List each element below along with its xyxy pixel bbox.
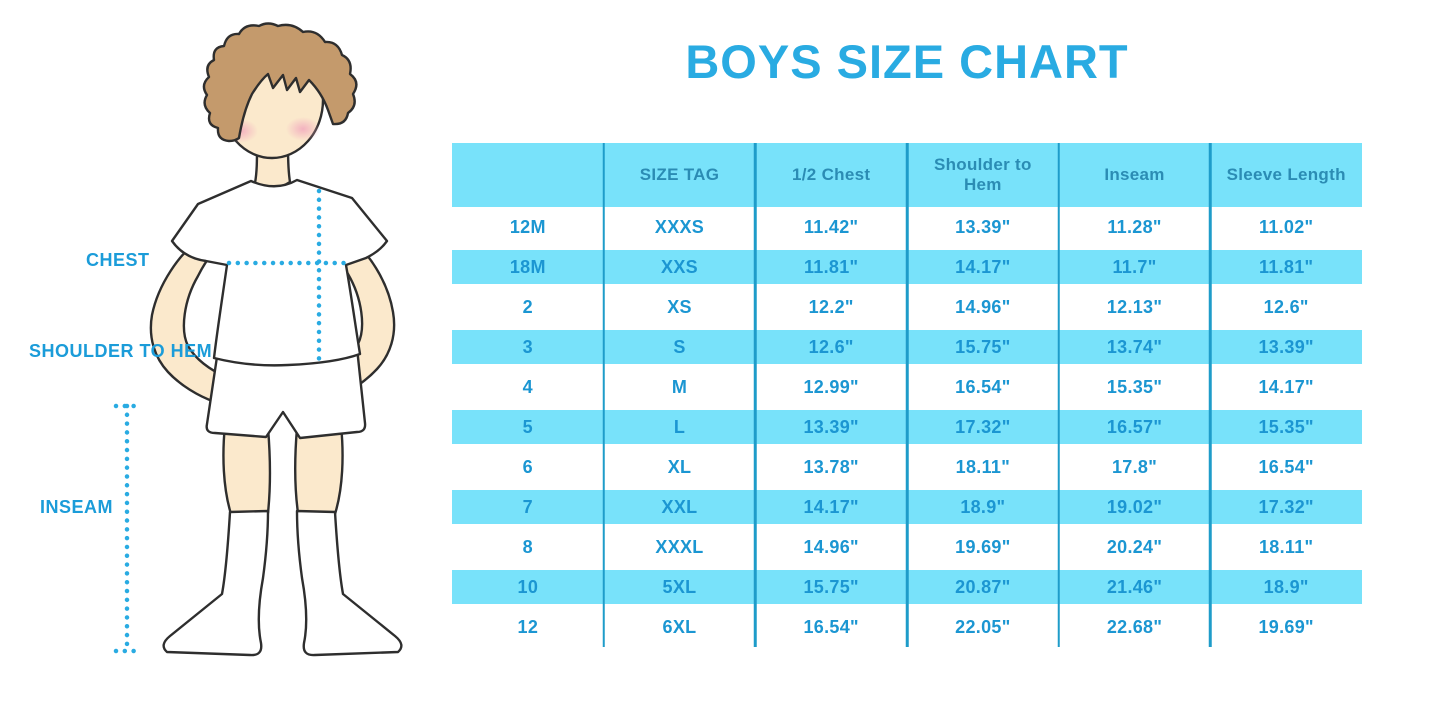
table-cell: 2 (522, 296, 533, 317)
table-cell: 4 (522, 376, 533, 397)
table-cell: 15.75" (803, 576, 859, 597)
table-cell: 12.99" (803, 376, 859, 397)
table-cell: 14.17" (955, 256, 1011, 277)
table-cell: 18.11" (955, 456, 1011, 477)
header-cell: 1/2 Chest (792, 165, 871, 185)
table-cell: 13.74" (1106, 336, 1163, 357)
shoulder-to-hem-label: SHOULDER TO HEM (29, 341, 213, 361)
table-cell: 19.69" (955, 536, 1011, 557)
left-leg (222, 423, 272, 516)
right-sock (295, 509, 403, 657)
table-cell: 11.7" (1112, 256, 1157, 277)
page-title: BOYS SIZE CHART (685, 35, 1129, 88)
table-cell: 12 (517, 616, 539, 637)
table-cell: 6 (522, 456, 533, 477)
table-cell: 13.39" (1258, 336, 1314, 357)
table-cell: 16.54" (955, 376, 1011, 397)
table-cell: L (673, 416, 686, 437)
table-cell: 11.28" (1107, 216, 1162, 237)
header-cell: Sleeve Length (1226, 165, 1346, 185)
table-cell: 12.2" (808, 296, 854, 317)
column-divider-line (1057, 143, 1060, 647)
table-cell: 11.42" (803, 216, 859, 237)
table-cell: 11.81" (1259, 256, 1314, 277)
table-cell: 12M (509, 216, 546, 237)
table-cell: 20.87" (955, 576, 1011, 597)
table-cell: 18.9" (1263, 576, 1309, 597)
table-cell: 17.32" (955, 416, 1011, 437)
table-cell: 13.78" (803, 456, 859, 477)
table-cell: S (673, 336, 686, 357)
table-cell: 19.69" (1258, 616, 1314, 637)
table-cell: 8 (522, 536, 533, 557)
column-divider-line (602, 143, 605, 647)
header-cell: Shoulder to Hem (933, 155, 1032, 194)
header-cell: SIZE TAG (639, 165, 720, 185)
header-cell (452, 143, 604, 207)
table-cell: 15.75" (955, 336, 1011, 357)
table-cell: XXL (661, 496, 698, 517)
chest-label: CHEST (86, 250, 150, 270)
table-cell: 13.39" (955, 216, 1011, 237)
size-table: SIZE TAG 1/2 Chest Shoulder to Hem Inseam Sl… (452, 143, 1362, 647)
table-cell: 12.6" (808, 336, 854, 357)
table-cell: 15.35" (1106, 376, 1163, 397)
table-cell: 3 (522, 336, 533, 357)
table-cell: 5XL (662, 576, 697, 597)
table-cell: 11.02" (1259, 216, 1314, 237)
table-cell: 17.8" (1111, 456, 1158, 477)
table-cell: 12.6" (1263, 296, 1309, 317)
table-cell: 11.81" (803, 256, 859, 277)
hair (202, 22, 358, 143)
table-cell: 5 (522, 416, 533, 437)
table-cell: 14.96" (803, 536, 859, 557)
right-cheek-blush (286, 117, 320, 141)
header-cell: Inseam (1104, 165, 1165, 185)
table-cell: 6XL (662, 616, 697, 637)
table-cell: XL (667, 456, 692, 477)
table-cell: 20.24" (1106, 536, 1163, 557)
inseam-label: INSEAM (40, 497, 114, 517)
column-divider-line (754, 143, 757, 647)
table-cell: 14.96" (955, 296, 1011, 317)
table-cell: 22.05" (955, 616, 1011, 637)
column-divider-line (1209, 143, 1212, 647)
table-cell: XXXL (655, 536, 704, 557)
table-cell: 16.57" (1106, 416, 1163, 437)
table-cell: 14.17" (1258, 376, 1314, 397)
table-cell: 12.13" (1106, 296, 1163, 317)
left-sock (162, 509, 270, 657)
table-cell: M (671, 376, 688, 397)
table-cell: 16.54" (1258, 456, 1314, 477)
table-cell: 17.32" (1258, 496, 1314, 517)
t-shirt (170, 178, 389, 367)
table-cell: 14.17" (803, 496, 859, 517)
table-cell: XXS (661, 256, 698, 277)
column-divider-line (905, 143, 909, 647)
table-cell: 19.02" (1106, 496, 1163, 517)
table-cell: 21.46" (1106, 576, 1163, 597)
table-cell: XS (667, 296, 692, 317)
table-cell: 7 (522, 496, 533, 517)
table-cell: 18.11" (1259, 536, 1314, 557)
table-cell: 18.9" (960, 496, 1006, 517)
table-cell: 10 (517, 576, 539, 597)
table-cell: 16.54" (803, 616, 859, 637)
table-cell: 15.35" (1258, 416, 1314, 437)
table-cell: XXXS (654, 216, 705, 237)
table-cell: 22.68" (1106, 616, 1163, 637)
table-cell: 13.39" (803, 416, 859, 437)
boy-measurement-figure (113, 22, 403, 657)
table-cell: 18M (509, 256, 546, 277)
